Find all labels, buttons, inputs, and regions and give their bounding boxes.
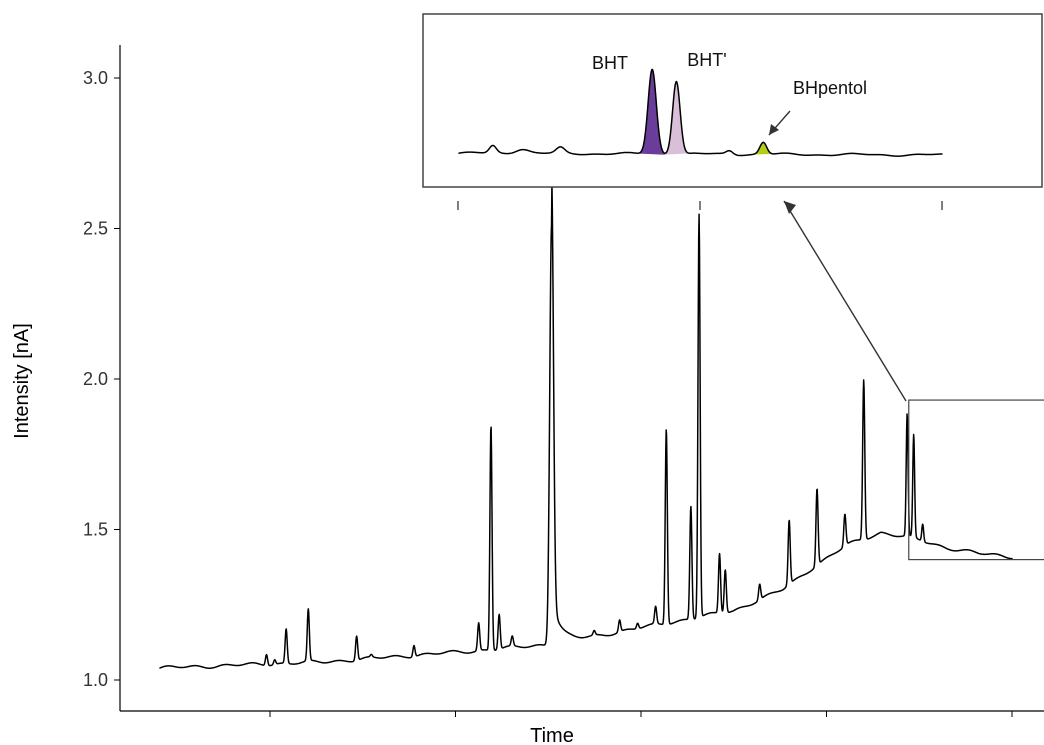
main-chromatogram-line <box>159 181 1013 669</box>
y-tick-label: 2.0 <box>83 369 108 389</box>
y-axis-label: Intensity [nA] <box>11 323 33 439</box>
bhpentol-annotation-arrowhead <box>769 124 779 135</box>
inset-peak-label-bht-prime: BHT' <box>687 50 726 70</box>
inset-peak-label-bht: BHT <box>592 53 628 73</box>
main-trace-group <box>159 181 1013 669</box>
y-tick-label: 3.0 <box>83 68 108 88</box>
inset-group <box>422 13 1043 210</box>
y-tick-label: 1.0 <box>83 670 108 690</box>
main-axes <box>119 45 1044 712</box>
inset-peak-label-bhpentol: BHpentol <box>793 78 867 98</box>
main-labels: Intensity [nA] Time <box>11 323 574 745</box>
y-tick-label: 1.5 <box>83 520 108 540</box>
zoom-group <box>783 200 1044 561</box>
zoom-region-box <box>908 399 1044 561</box>
y-tick-label: 2.5 <box>83 219 108 239</box>
main-ticks: 1.0 1.5 2.0 2.5 3.0 <box>83 68 1013 717</box>
zoom-connector-arrowhead <box>784 201 796 214</box>
zoom-connector-line <box>783 200 907 402</box>
x-axis-label: Time <box>530 725 574 745</box>
inset-panel <box>422 13 1043 188</box>
inset-chromatogram-line <box>458 68 943 157</box>
inset-label-group: BHT BHT' BHpentol <box>592 50 867 98</box>
